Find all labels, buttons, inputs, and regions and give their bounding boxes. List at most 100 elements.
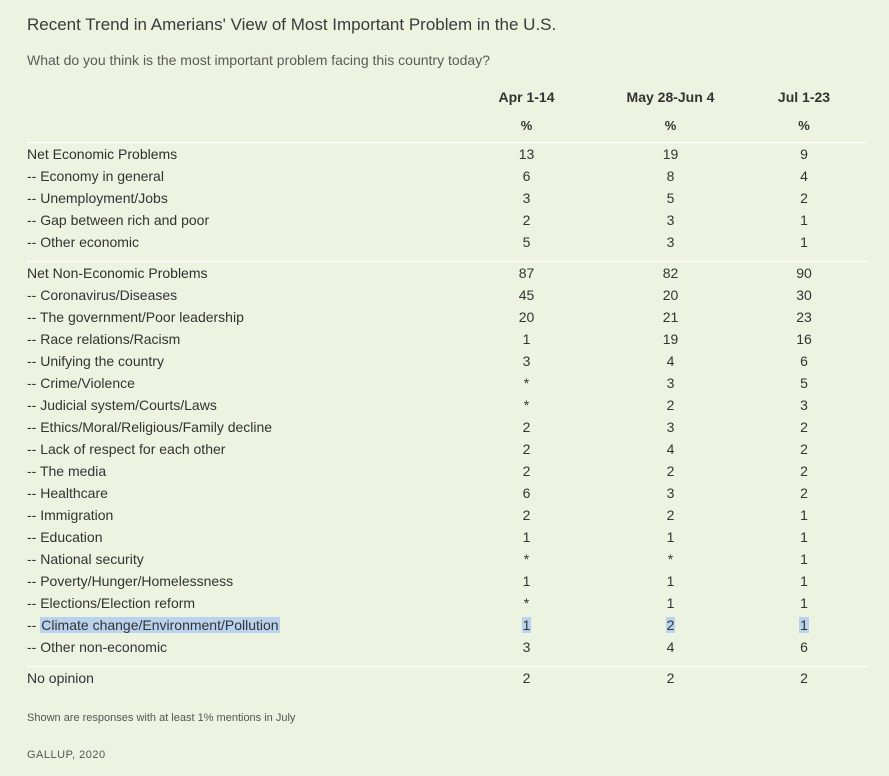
- row-value: 87: [453, 261, 600, 284]
- table-row: -- Elections/Election reform * 1 1: [27, 592, 867, 614]
- row-value: 30: [796, 287, 812, 303]
- row-value: 1: [800, 529, 808, 545]
- row-value: 3: [666, 419, 675, 435]
- row-label: -- Healthcare: [27, 485, 108, 501]
- row-value: 3: [666, 212, 675, 228]
- row-value: 1: [666, 529, 675, 545]
- row-value: 19: [662, 331, 679, 347]
- row-value: 1: [666, 573, 675, 589]
- row-label: -- Unemployment/Jobs: [27, 190, 168, 206]
- table-row: -- National security * * 1: [27, 548, 867, 570]
- unit-cell: %: [664, 118, 677, 133]
- row-value: 2: [522, 507, 531, 523]
- row-value: 3: [666, 234, 675, 250]
- row-value: 3: [666, 375, 675, 391]
- table-row-highlighted: -- Climate change/Environment/Pollution …: [27, 614, 867, 636]
- row-label: -- Education: [27, 529, 103, 545]
- row-value: 1: [741, 614, 867, 636]
- row-value: 6: [522, 168, 531, 184]
- row-value-highlight: 1: [799, 617, 809, 633]
- row-value: 90: [741, 261, 867, 284]
- row-value: *: [523, 551, 530, 567]
- row-value: 1: [522, 529, 531, 545]
- row-value: 2: [800, 190, 808, 206]
- table-row: -- The government/Poor leadership 20 21 …: [27, 306, 867, 328]
- row-label: -- Other non-economic: [27, 639, 168, 655]
- row-value: 1: [800, 573, 808, 589]
- row-value: 4: [800, 168, 808, 184]
- row-value: 1: [800, 234, 808, 250]
- row-value: 1: [800, 551, 808, 567]
- unit-cell: %: [798, 118, 810, 133]
- table-row: -- Poverty/Hunger/Homelessness 1 1 1: [27, 570, 867, 592]
- row-value: 2: [666, 397, 675, 413]
- row-label: -- Race relations/Racism: [27, 331, 181, 347]
- row-label: -- Elections/Election reform: [27, 595, 196, 611]
- table-row: -- Race relations/Racism 1 19 16: [27, 328, 867, 350]
- row-value: 2: [453, 666, 600, 689]
- row-value: 1: [453, 614, 600, 636]
- trend-table: Apr 1-14 May 28-Jun 4 Jul 1-23 % % % Net…: [27, 84, 867, 689]
- row-value: 5: [522, 234, 531, 250]
- row-value: 4: [666, 441, 675, 457]
- table-row-net-economic: Net Economic Problems 13 19 9: [27, 142, 867, 165]
- source-credit: GALLUP, 2020: [27, 749, 106, 761]
- row-value: 1: [800, 212, 808, 228]
- unit-cell: %: [520, 118, 533, 133]
- row-value: 20: [662, 287, 679, 303]
- row-label: -- Economy in general: [27, 168, 164, 184]
- row-label: -- Ethics/Moral/Religious/Family decline: [27, 419, 273, 435]
- footnote: Shown are responses with at least 1% men…: [27, 712, 296, 724]
- row-value: 19: [600, 142, 741, 165]
- table-row: -- Immigration 2 2 1: [27, 504, 867, 526]
- table-row: -- Unemployment/Jobs 3 5 2: [27, 187, 867, 209]
- row-value: *: [523, 397, 530, 413]
- row-value: 2: [800, 419, 808, 435]
- row-value: 4: [666, 639, 675, 655]
- row-value: 3: [522, 190, 531, 206]
- table-row: -- Judicial system/Courts/Laws * 2 3: [27, 394, 867, 416]
- table-row: -- Other non-economic 3 4 6: [27, 636, 867, 658]
- table-row-no-opinion: No opinion 2 2 2: [27, 666, 867, 689]
- row-value: 16: [796, 331, 812, 347]
- row-value: 2: [522, 419, 531, 435]
- column-header-apr: Apr 1-14: [498, 89, 555, 105]
- table-row: -- Healthcare 6 3 2: [27, 482, 867, 504]
- row-label: -- The media: [27, 463, 107, 479]
- row-value: 6: [800, 639, 808, 655]
- section-gap: [27, 253, 867, 262]
- table-row: -- The media 2 2 2: [27, 460, 867, 482]
- table-row: -- Economy in general 6 8 4: [27, 165, 867, 187]
- row-value: 1: [666, 595, 675, 611]
- table-row: -- Other economic 5 3 1: [27, 231, 867, 253]
- table-row: -- Gap between rich and poor 2 3 1: [27, 209, 867, 231]
- row-value: 82: [600, 261, 741, 284]
- row-label: -- Gap between rich and poor: [27, 212, 210, 228]
- row-value: 2: [800, 463, 808, 479]
- row-value: 2: [800, 441, 808, 457]
- row-value: 2: [800, 485, 808, 501]
- table-row-net-non-economic: Net Non-Economic Problems 87 82 90: [27, 261, 867, 284]
- row-value: 8: [666, 168, 675, 184]
- row-value: 21: [662, 309, 679, 325]
- row-label: -- Poverty/Hunger/Homelessness: [27, 573, 234, 589]
- row-label: No opinion: [27, 666, 453, 689]
- row-value: 5: [666, 190, 675, 206]
- row-value: 3: [522, 353, 531, 369]
- row-value: 2: [666, 507, 675, 523]
- row-label-highlight: Climate change/Environment/Pollution: [40, 617, 280, 633]
- table-row: -- Unifying the country 3 4 6: [27, 350, 867, 372]
- table-row: -- Lack of respect for each other 2 4 2: [27, 438, 867, 460]
- row-value: 2: [522, 463, 531, 479]
- row-value: *: [523, 595, 530, 611]
- row-value: *: [523, 375, 530, 391]
- row-label: -- Lack of respect for each other: [27, 441, 226, 457]
- row-value: 2: [666, 463, 675, 479]
- row-label: Net Economic Problems: [27, 142, 453, 165]
- row-value: 1: [522, 573, 531, 589]
- row-value: 2: [741, 666, 867, 689]
- row-value: 1: [800, 595, 808, 611]
- row-value: 6: [522, 485, 531, 501]
- row-label: -- Other economic: [27, 234, 140, 250]
- row-value: *: [667, 551, 674, 567]
